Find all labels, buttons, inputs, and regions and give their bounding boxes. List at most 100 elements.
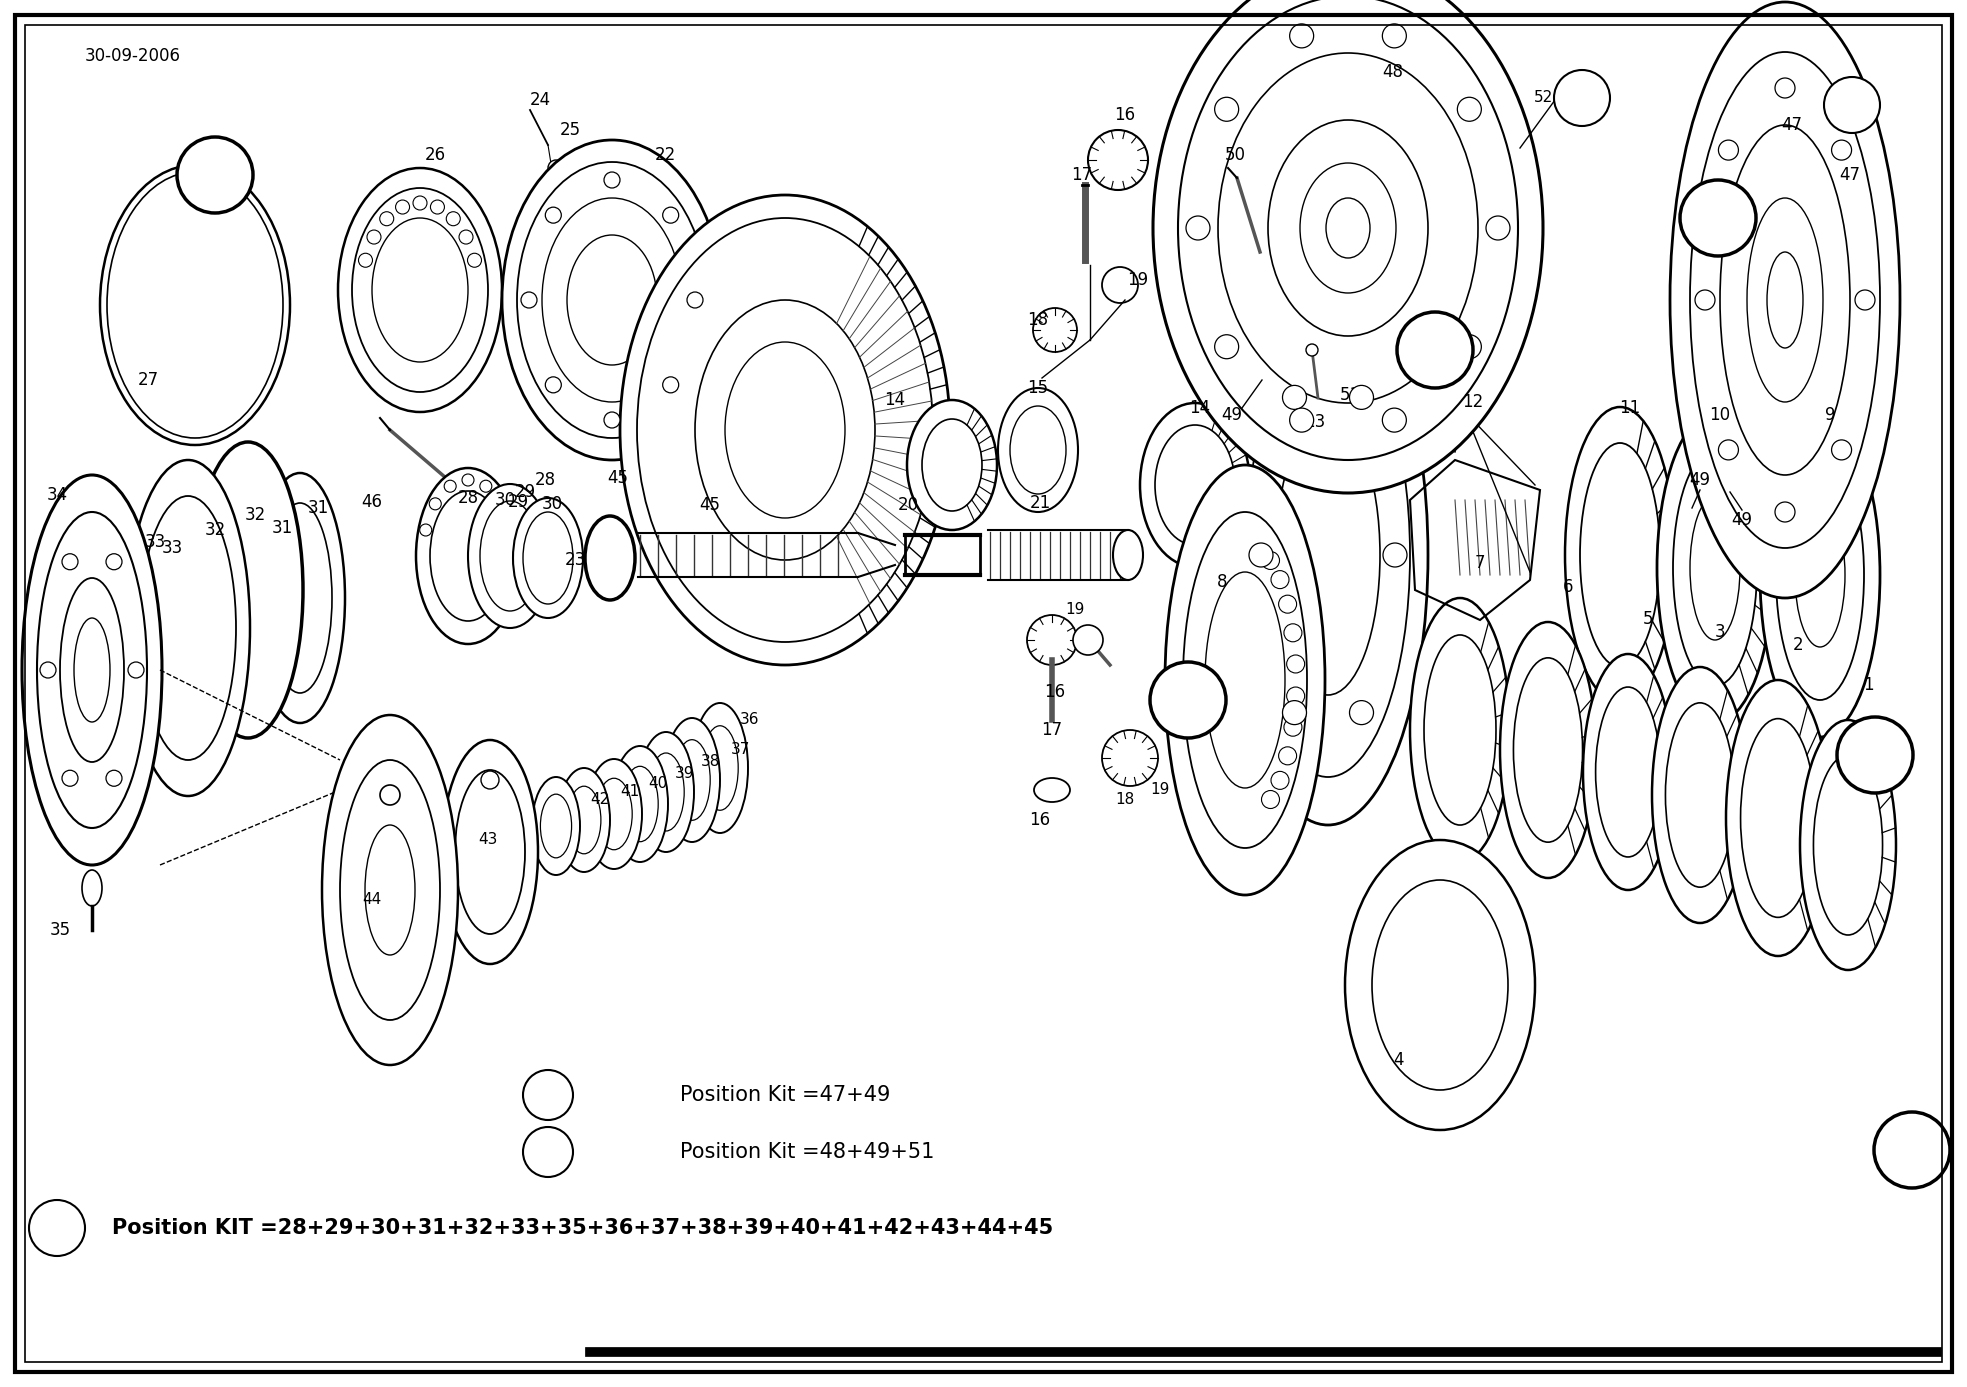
Text: Z: Z <box>1422 333 1448 368</box>
Circle shape <box>1271 570 1288 588</box>
Ellipse shape <box>256 473 344 723</box>
Ellipse shape <box>517 162 706 438</box>
Ellipse shape <box>1690 51 1880 548</box>
Text: 46: 46 <box>362 492 382 510</box>
Ellipse shape <box>1580 442 1660 667</box>
Ellipse shape <box>1218 53 1477 404</box>
Text: 49: 49 <box>1690 472 1711 490</box>
Circle shape <box>1286 687 1304 705</box>
Circle shape <box>549 160 565 176</box>
Circle shape <box>1554 69 1611 126</box>
Ellipse shape <box>1583 655 1674 890</box>
Ellipse shape <box>907 399 997 530</box>
Circle shape <box>1837 717 1914 793</box>
Circle shape <box>1284 624 1302 642</box>
Ellipse shape <box>468 484 553 628</box>
Circle shape <box>1186 216 1210 240</box>
Ellipse shape <box>1796 503 1845 646</box>
Ellipse shape <box>1141 404 1249 567</box>
Text: 29: 29 <box>515 483 535 501</box>
Circle shape <box>395 200 409 214</box>
Text: 12: 12 <box>1461 393 1483 411</box>
Ellipse shape <box>140 497 236 760</box>
Text: 27: 27 <box>138 370 159 388</box>
Circle shape <box>431 200 445 214</box>
Text: 25: 25 <box>559 121 580 139</box>
Circle shape <box>1696 290 1715 311</box>
Text: 18: 18 <box>1115 792 1135 807</box>
Ellipse shape <box>454 770 525 933</box>
Ellipse shape <box>372 218 468 362</box>
Ellipse shape <box>1326 198 1369 258</box>
Ellipse shape <box>1656 413 1772 723</box>
Ellipse shape <box>83 870 102 906</box>
Circle shape <box>1284 718 1302 736</box>
Circle shape <box>1831 440 1851 460</box>
Circle shape <box>358 254 372 268</box>
Text: 2: 2 <box>1792 637 1804 655</box>
Ellipse shape <box>480 501 541 612</box>
Ellipse shape <box>1373 879 1509 1090</box>
Ellipse shape <box>1725 680 1829 956</box>
Text: 53: 53 <box>1839 96 1865 115</box>
Text: 51: 51 <box>1340 386 1361 404</box>
Circle shape <box>1485 216 1511 240</box>
Text: 40: 40 <box>649 777 667 792</box>
Circle shape <box>39 662 55 678</box>
Circle shape <box>419 524 431 535</box>
Ellipse shape <box>1814 755 1882 935</box>
Ellipse shape <box>513 498 582 619</box>
Ellipse shape <box>502 140 722 460</box>
Text: 28: 28 <box>535 472 555 490</box>
Ellipse shape <box>323 716 458 1065</box>
Text: 21: 21 <box>1029 494 1050 512</box>
Text: 16: 16 <box>1029 811 1050 829</box>
Circle shape <box>1855 290 1875 311</box>
Text: 36: 36 <box>740 713 759 728</box>
Ellipse shape <box>541 795 572 857</box>
Circle shape <box>663 207 679 223</box>
Ellipse shape <box>1424 635 1497 825</box>
Ellipse shape <box>1345 841 1534 1130</box>
Circle shape <box>429 498 441 510</box>
Text: Position Kit =47+49: Position Kit =47+49 <box>681 1085 891 1105</box>
Circle shape <box>462 474 474 485</box>
Text: 30: 30 <box>541 495 563 513</box>
Text: 30: 30 <box>494 491 515 509</box>
Ellipse shape <box>612 746 669 861</box>
Text: 17: 17 <box>1041 721 1062 739</box>
Circle shape <box>482 771 500 789</box>
Ellipse shape <box>340 760 441 1019</box>
Ellipse shape <box>586 759 641 870</box>
Circle shape <box>1458 97 1481 121</box>
Circle shape <box>604 412 620 429</box>
Ellipse shape <box>352 189 488 393</box>
Text: 41: 41 <box>620 785 639 799</box>
Text: X: X <box>1174 682 1202 717</box>
Circle shape <box>1774 502 1796 522</box>
Ellipse shape <box>1245 333 1410 777</box>
Text: 48: 48 <box>1383 62 1404 80</box>
Ellipse shape <box>338 168 502 412</box>
Circle shape <box>1282 386 1306 409</box>
Ellipse shape <box>106 172 283 438</box>
Text: 16: 16 <box>1044 682 1066 700</box>
Ellipse shape <box>1164 465 1326 895</box>
Text: 10: 10 <box>1709 406 1731 424</box>
Ellipse shape <box>647 753 685 831</box>
Ellipse shape <box>431 491 506 621</box>
Circle shape <box>545 377 561 393</box>
Ellipse shape <box>22 474 161 865</box>
Circle shape <box>368 230 382 244</box>
Circle shape <box>177 137 254 214</box>
Circle shape <box>1306 344 1318 356</box>
Ellipse shape <box>1776 449 1865 700</box>
Text: 31: 31 <box>271 519 293 537</box>
Circle shape <box>30 1200 85 1257</box>
Circle shape <box>1290 24 1314 49</box>
Circle shape <box>1216 334 1239 359</box>
Text: 14: 14 <box>1190 399 1210 417</box>
Text: 34: 34 <box>45 1219 69 1237</box>
Text: 22: 22 <box>655 146 675 164</box>
Circle shape <box>523 1069 572 1119</box>
